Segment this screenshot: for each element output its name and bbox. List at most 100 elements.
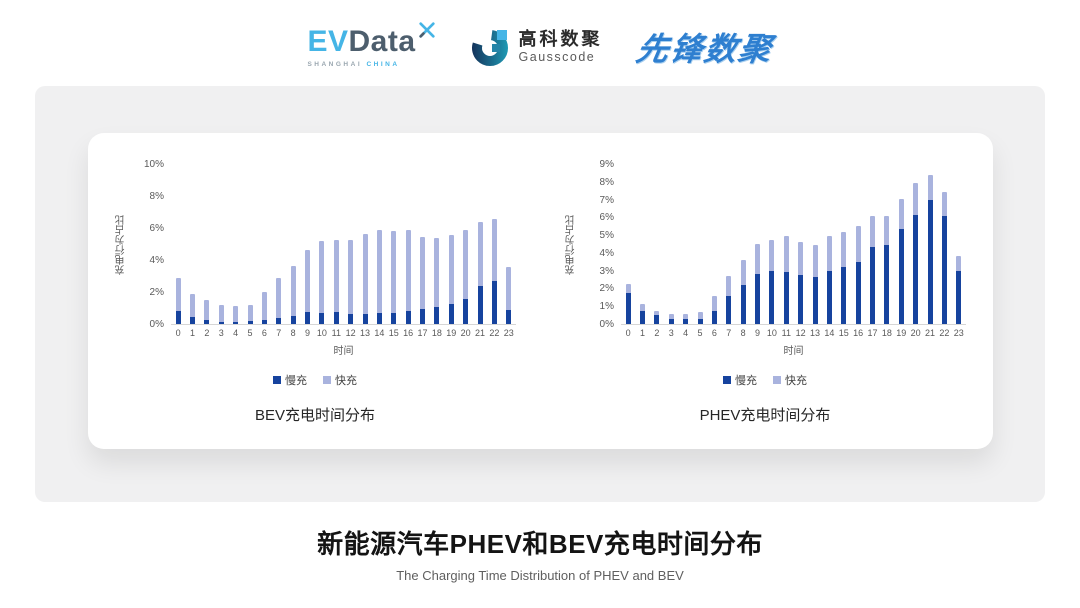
x-axis-labels: 0 1 2 3 4 5 6 7 8 9 10 11 12 13 14 15 16 17 18 19 20 21 22 23 [621, 328, 966, 338]
y-tick-label: 0% [599, 319, 614, 330]
slow-charge-segment [175, 311, 181, 324]
fast-charge-segment [247, 304, 253, 321]
x-tick-label: 0 [625, 328, 631, 338]
y-tick-label: 4% [599, 247, 614, 259]
slow-charge-segment [218, 321, 224, 324]
slow-charge-segment [697, 318, 703, 324]
stacked-bar [640, 303, 646, 324]
gausscode-cn-text: 高科数聚 [518, 29, 603, 50]
legend-label: 快充 [785, 375, 807, 387]
slow-charge-segment [276, 317, 282, 324]
slow-charge-segment [376, 312, 382, 324]
x-tick-label: 14 [374, 328, 385, 338]
slow-charge-segment [391, 312, 397, 324]
slow-charge-segment [956, 270, 962, 324]
stacked-bar [319, 240, 325, 324]
phev-chart: 充电行为占比 0% 1% 2% 3% 4% 5% 6% 7% 8% 9% 0 1 2 3 4 5 6 7 8 9 10… [564, 159, 966, 449]
slow-charge-segment [448, 304, 454, 324]
legend-swatch [723, 376, 731, 384]
legend: 慢充 快充 [273, 372, 357, 388]
fast-charge-segment [290, 266, 296, 316]
y-tick-label: 6% [149, 223, 164, 234]
stacked-bar [927, 174, 933, 324]
stacked-bar [726, 276, 732, 324]
y-axis-labels: 0% 2% 4% 6% 8% 10% [132, 159, 164, 330]
footer: 新能源汽车PHEV和BEV充电时间分布 The Charging Time Di… [0, 524, 1080, 583]
stacked-bar [391, 231, 397, 324]
xianfeng-logo: 先锋数聚 [632, 31, 776, 67]
y-tick-label: 3% [599, 265, 614, 277]
slow-charge-segment [405, 311, 411, 324]
stacked-bar [333, 240, 339, 324]
slow-charge-segment [870, 246, 876, 324]
stacked-bar [376, 230, 382, 324]
x-tick-label: 8 [740, 328, 746, 338]
stacked-bar [448, 235, 454, 324]
stacked-bar [755, 244, 761, 324]
legend-item: 快充 [323, 372, 357, 388]
fast-charge-segment [305, 249, 311, 312]
slow-charge-segment [798, 275, 804, 324]
x-tick-label: 18 [881, 328, 892, 338]
y-tick-label: 2% [149, 287, 164, 298]
slow-charge-segment [362, 313, 368, 324]
stacked-bar [654, 310, 660, 324]
x-tick-label: 8 [290, 328, 296, 338]
legend-label: 快充 [335, 375, 357, 387]
y-tick-label: 0% [149, 319, 164, 330]
fast-charge-segment [841, 231, 847, 268]
fast-charge-segment [755, 244, 761, 275]
stacked-bar [855, 226, 861, 324]
fast-charge-segment [190, 293, 196, 317]
y-tick-label: 4% [149, 255, 164, 266]
stacked-bar [261, 292, 267, 324]
x-axis-title: 时间 [783, 346, 804, 357]
bar-slot [679, 165, 693, 324]
x-tick-label: 22 [939, 328, 950, 338]
fast-charge-segment [668, 314, 674, 319]
slow-charge-segment [654, 315, 660, 324]
fast-charge-segment [941, 192, 947, 216]
fast-charge-segment [826, 236, 832, 271]
slow-charge-segment [506, 310, 512, 324]
x-tick-label: 21 [475, 328, 486, 338]
x-tick-label: 14 [824, 328, 835, 338]
x-tick-label: 23 [953, 328, 964, 338]
slow-charge-segment [783, 271, 789, 324]
legend-label: 慢充 [735, 375, 757, 387]
stacked-bar [841, 231, 847, 324]
legend-item: 快充 [773, 372, 807, 388]
x-tick-label: 3 [218, 328, 224, 338]
fast-charge-segment [726, 276, 732, 297]
x-tick-label: 1 [640, 328, 646, 338]
bar-slot [171, 165, 185, 324]
bar-slot [387, 165, 401, 324]
gray-panel: 充电行为占比 0% 2% 4% 6% 8% 10% 0 1 2 3 4 5 6 7 8 9 10 11 12 13 1… [35, 86, 1045, 502]
y-tick-label: 8% [149, 191, 164, 202]
fast-charge-segment [448, 235, 454, 304]
stacked-bar [175, 277, 181, 324]
fast-charge-segment [463, 229, 469, 300]
x-tick-label: 7 [726, 328, 732, 338]
bar-slot [200, 165, 214, 324]
slow-charge-segment [640, 310, 646, 324]
slow-charge-segment [683, 318, 689, 324]
stacked-bar [884, 215, 890, 324]
fast-charge-segment [333, 240, 339, 312]
fast-charge-segment [348, 240, 354, 315]
bar-slot [722, 165, 736, 324]
y-axis-title: 充电行为占比 [116, 215, 127, 275]
stacked-bar [420, 236, 426, 324]
fast-charge-segment [640, 303, 646, 311]
stacked-bar [491, 219, 497, 324]
fast-charge-segment [506, 267, 512, 311]
y-tick-label: 8% [599, 176, 614, 188]
stacked-bar [290, 266, 296, 324]
legend-label: 慢充 [285, 375, 307, 387]
legend-item: 慢充 [723, 372, 757, 388]
bar-slot [894, 165, 908, 324]
bar-slot [822, 165, 836, 324]
bar-slot [794, 165, 808, 324]
header-logos: EV Data SHANGHAI CHINA 高科数聚 Gaussco [0, 0, 1080, 70]
stacked-bar [798, 242, 804, 324]
